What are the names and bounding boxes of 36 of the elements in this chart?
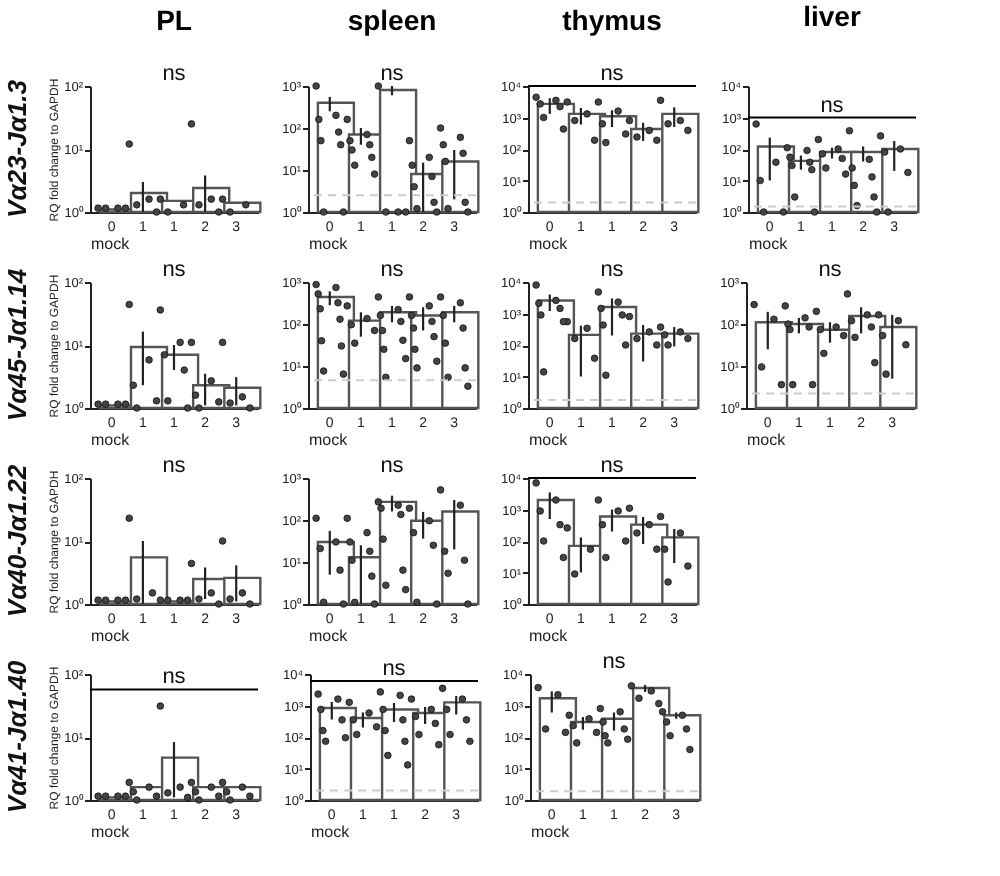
chart-title: PL xyxy=(156,4,193,36)
text: Vα40-Jα1.22 xyxy=(2,463,32,618)
x-axis-title: mock xyxy=(531,823,572,841)
text: ns xyxy=(380,258,405,282)
x-axis-title: mock xyxy=(311,823,352,841)
x-axis-title: mock xyxy=(747,431,788,449)
x-axis-title: mock xyxy=(529,627,570,645)
text: ns xyxy=(162,258,187,282)
text: ns xyxy=(380,454,405,478)
text: ns xyxy=(162,454,187,478)
ref-line-label: ns xyxy=(820,93,845,118)
text: ns xyxy=(380,62,405,86)
text: ns xyxy=(602,650,627,674)
x-axis-title: mock xyxy=(309,431,350,449)
chart-title: thymus xyxy=(562,4,663,36)
chart-title: spleen xyxy=(347,4,437,36)
ref-line-label: ns xyxy=(600,454,625,478)
x-axis-title: mock xyxy=(91,627,132,645)
text: Vα23-Jα1.3 xyxy=(2,78,32,218)
x-axis-title: mock xyxy=(749,235,790,253)
text: ns xyxy=(162,62,187,86)
ref-line-label: ns xyxy=(600,62,625,86)
x-axis-title: mock xyxy=(91,823,132,841)
ref-line-label: ns xyxy=(382,656,407,681)
x-axis-title: mock xyxy=(529,431,570,449)
x-axis-title: mock xyxy=(91,431,132,449)
text: ns xyxy=(818,258,843,282)
x-axis-title: mock xyxy=(309,235,350,253)
ref-line-label: ns xyxy=(162,665,187,690)
text: Vα45-Jα1.14 xyxy=(2,267,32,422)
x-axis-title: mock xyxy=(91,235,132,253)
text: Vα41-Jα1.40 xyxy=(2,659,32,814)
text: ns xyxy=(600,258,625,282)
x-axis-title: mock xyxy=(529,235,570,253)
chart-title: liver xyxy=(803,0,862,32)
x-axis-title: mock xyxy=(309,627,350,645)
